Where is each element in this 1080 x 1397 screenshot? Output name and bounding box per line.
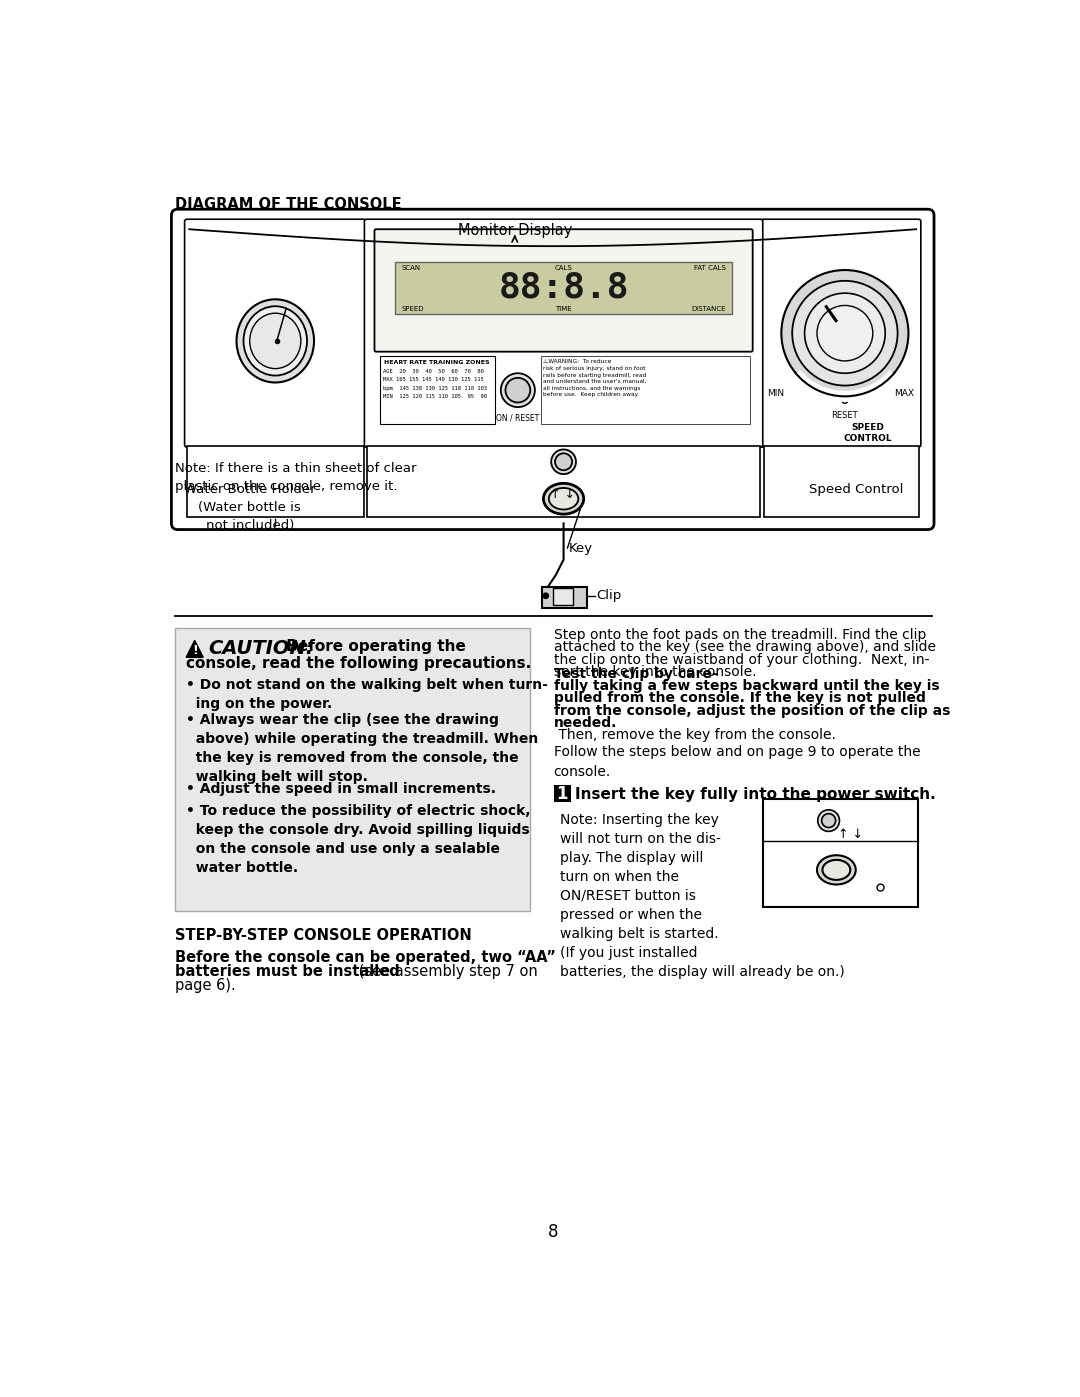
Circle shape: [781, 270, 908, 397]
FancyBboxPatch shape: [364, 219, 762, 447]
Ellipse shape: [816, 855, 855, 884]
Polygon shape: [186, 640, 203, 658]
Text: SPEED: SPEED: [402, 306, 424, 313]
Circle shape: [816, 306, 873, 360]
Circle shape: [555, 453, 572, 471]
Text: CAUTION:: CAUTION:: [207, 638, 313, 658]
Circle shape: [551, 450, 576, 474]
FancyBboxPatch shape: [395, 261, 732, 314]
Ellipse shape: [249, 313, 301, 369]
Text: the clip onto the waistband of your clothing.  Next, in-: the clip onto the waistband of your clot…: [554, 652, 929, 666]
Circle shape: [805, 293, 886, 373]
Ellipse shape: [543, 483, 583, 514]
Circle shape: [543, 594, 549, 598]
FancyBboxPatch shape: [761, 219, 921, 447]
Text: from the console, adjust the position of the clip as: from the console, adjust the position of…: [554, 704, 950, 718]
Text: MAX 165 155 145 140 130 125 115: MAX 165 155 145 140 130 125 115: [383, 377, 484, 383]
Text: !: !: [192, 644, 198, 658]
Text: SPEED
CONTROL: SPEED CONTROL: [843, 423, 892, 443]
Text: batteries must be installed: batteries must be installed: [175, 964, 400, 979]
Text: ⚠WARNING:  To reduce
risk of serious injury, stand on foot
rails before starting: ⚠WARNING: To reduce risk of serious inju…: [543, 359, 647, 397]
Ellipse shape: [237, 299, 314, 383]
Text: Before the console can be operated, two “AA”: Before the console can be operated, two …: [175, 950, 556, 965]
Circle shape: [793, 281, 897, 386]
Ellipse shape: [823, 861, 850, 880]
Text: ↑ ↓: ↑ ↓: [550, 488, 575, 502]
Text: 88:8.8: 88:8.8: [498, 271, 629, 305]
Circle shape: [501, 373, 535, 407]
Text: pulled from the console. If the key is not pulled: pulled from the console. If the key is n…: [554, 692, 926, 705]
Circle shape: [818, 810, 839, 831]
Text: Key: Key: [569, 542, 593, 555]
Bar: [764, 447, 918, 517]
Text: FAT CALS: FAT CALS: [693, 264, 726, 271]
Text: fully taking a few steps backward until the key is: fully taking a few steps backward until …: [554, 679, 940, 693]
Text: needed.: needed.: [554, 715, 617, 729]
Text: ON / RESET: ON / RESET: [496, 414, 540, 422]
Bar: [554, 785, 570, 802]
Text: • Always wear the clip (see the drawing
  above) while operating the treadmill. : • Always wear the clip (see the drawing …: [186, 712, 539, 784]
FancyBboxPatch shape: [375, 229, 753, 352]
FancyBboxPatch shape: [172, 210, 934, 529]
Text: Speed Control: Speed Control: [809, 483, 904, 496]
Bar: [541, 356, 750, 425]
Bar: [187, 447, 364, 517]
Circle shape: [505, 377, 530, 402]
Bar: [367, 447, 760, 517]
Text: • Adjust the speed in small increments.: • Adjust the speed in small increments.: [186, 782, 496, 796]
Text: Before operating the: Before operating the: [281, 638, 465, 654]
Text: Clip: Clip: [596, 590, 621, 602]
Text: Then, remove the key from the console.: Then, remove the key from the console.: [554, 728, 835, 742]
Text: TIME: TIME: [555, 306, 572, 313]
Text: Note: If there is a thin sheet of clear
plastic on the console, remove it.: Note: If there is a thin sheet of clear …: [175, 462, 417, 493]
Ellipse shape: [549, 488, 578, 510]
Bar: [380, 356, 495, 425]
Text: DISTANCE: DISTANCE: [691, 306, 726, 313]
Text: • Do not stand on the walking belt when turn-
  ing on the power.: • Do not stand on the walking belt when …: [186, 678, 548, 711]
Text: Monitor Display: Monitor Display: [458, 224, 572, 237]
Text: SCAN: SCAN: [402, 264, 421, 271]
Text: Note: Inserting the key
will not turn on the dis-
play. The display will
turn on: Note: Inserting the key will not turn on…: [559, 813, 845, 978]
Text: AGE  20  30  40  50  60  70  80: AGE 20 30 40 50 60 70 80: [383, 369, 484, 373]
Bar: [175, 629, 530, 911]
Text: MAX: MAX: [894, 390, 915, 398]
Text: MIN  125 120 115 110 105  95  90: MIN 125 120 115 110 105 95 90: [383, 394, 487, 400]
FancyBboxPatch shape: [185, 219, 366, 447]
Text: CALS: CALS: [555, 264, 572, 271]
Bar: [762, 799, 918, 907]
Text: (see assembly step 7 on: (see assembly step 7 on: [353, 964, 538, 979]
Text: Water Bottle Holder
(Water bottle is
not included): Water Bottle Holder (Water bottle is not…: [184, 483, 315, 532]
Circle shape: [822, 813, 836, 827]
Text: Insert the key fully into the power switch.: Insert the key fully into the power swit…: [576, 787, 936, 802]
Text: STEP-BY-STEP CONSOLE OPERATION: STEP-BY-STEP CONSOLE OPERATION: [175, 929, 472, 943]
Text: Test the clip by care-: Test the clip by care-: [554, 666, 717, 680]
Text: Step onto the foot pads on the treadmill. Find the clip: Step onto the foot pads on the treadmill…: [554, 629, 926, 643]
Text: attached to the key (see the drawing above), and slide: attached to the key (see the drawing abo…: [554, 640, 935, 654]
Text: bpm  145 138 130 125 118 110 103: bpm 145 138 130 125 118 110 103: [383, 386, 487, 391]
Circle shape: [877, 884, 885, 891]
Text: ↑ ↓: ↑ ↓: [838, 828, 863, 841]
Ellipse shape: [243, 306, 307, 376]
Text: DIAGRAM OF THE CONSOLE: DIAGRAM OF THE CONSOLE: [175, 197, 402, 212]
Text: 8: 8: [549, 1222, 558, 1241]
Text: MIN: MIN: [768, 390, 784, 398]
Circle shape: [841, 397, 848, 404]
Text: page 6).: page 6).: [175, 978, 237, 993]
Bar: [542, 587, 586, 608]
Text: console, read the following precautions.: console, read the following precautions.: [186, 655, 531, 671]
Bar: [553, 588, 572, 605]
Text: RESET: RESET: [832, 411, 859, 420]
Text: HEART RATE TRAINING ZONES: HEART RATE TRAINING ZONES: [384, 360, 490, 365]
Text: sert the key into the console.: sert the key into the console.: [554, 665, 760, 679]
Text: Follow the steps below and on page 9 to operate the
console.: Follow the steps below and on page 9 to …: [554, 745, 920, 778]
Text: 1: 1: [556, 785, 568, 803]
Text: • To reduce the possibility of electric shock,
  keep the console dry. Avoid spi: • To reduce the possibility of electric …: [186, 803, 530, 875]
